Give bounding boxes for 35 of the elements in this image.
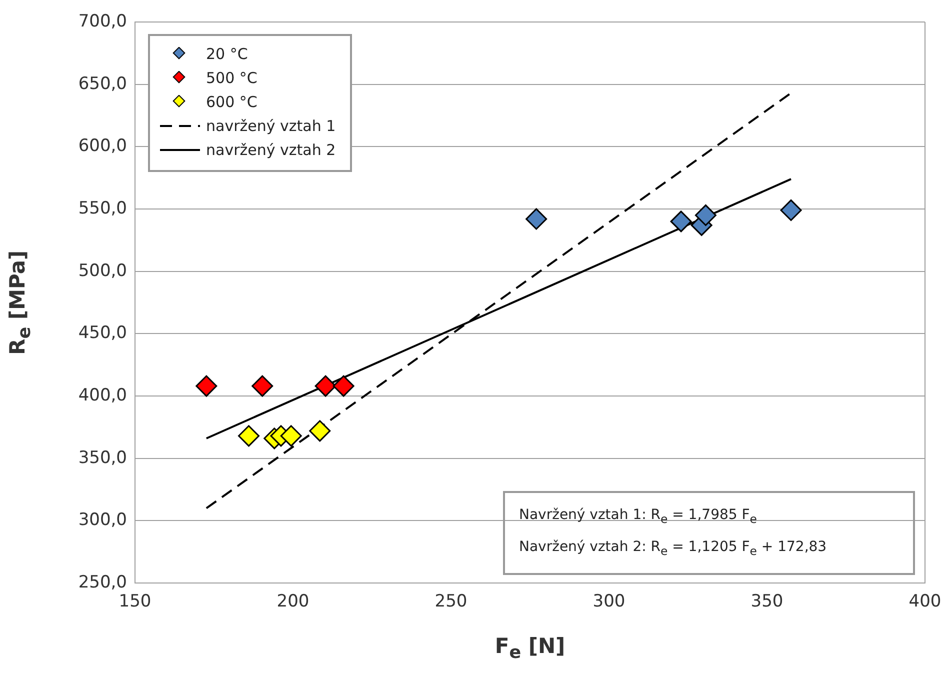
legend-label: 500 °C	[206, 69, 258, 87]
y-tick-label: 300,0	[78, 510, 127, 530]
legend-label: navržený vztah 1	[206, 117, 336, 135]
y-tick-label: 650,0	[78, 74, 127, 94]
legend-label: navržený vztah 2	[206, 141, 336, 159]
legend-label: 600 °C	[206, 93, 258, 111]
y-tick-label: 700,0	[78, 11, 127, 32]
point	[196, 375, 218, 397]
y-tick-label: 250,0	[78, 572, 127, 592]
x-axis-title: F$_{e}$ [N]	[494, 634, 566, 664]
legend-label: 20 °C	[206, 45, 248, 63]
point	[314, 375, 336, 397]
point	[670, 210, 692, 232]
x-tick-label: 150	[118, 592, 152, 612]
x-tick-label: 250	[434, 592, 468, 612]
y-tick-label: 350,0	[78, 448, 127, 468]
point	[309, 420, 331, 442]
point	[280, 425, 302, 447]
x-tick-label: 200	[276, 592, 310, 612]
x-tick-label: 300	[592, 592, 626, 612]
y-tick-label: 550,0	[78, 198, 127, 218]
y-tick-label: 500,0	[78, 260, 127, 281]
point	[332, 375, 354, 397]
x-tick-label: 350	[750, 592, 784, 612]
point	[526, 208, 548, 230]
point	[780, 199, 802, 221]
point	[252, 375, 274, 397]
y-tick-label: 450,0	[78, 323, 127, 344]
annotation: Navržený vztah 1: R$_{e}$ = 1,7985 F$_{e}$	[519, 506, 758, 528]
y-tick-label: 600,0	[78, 136, 127, 156]
point	[694, 204, 716, 226]
annotation: Navržený vztah 2: R$_{e}$ = 1,1205 F$_{e}$ + 172,83	[519, 538, 828, 560]
point	[238, 425, 260, 447]
x-tick-label: 400	[908, 592, 942, 612]
y-tick-label: 400,0	[78, 385, 127, 406]
